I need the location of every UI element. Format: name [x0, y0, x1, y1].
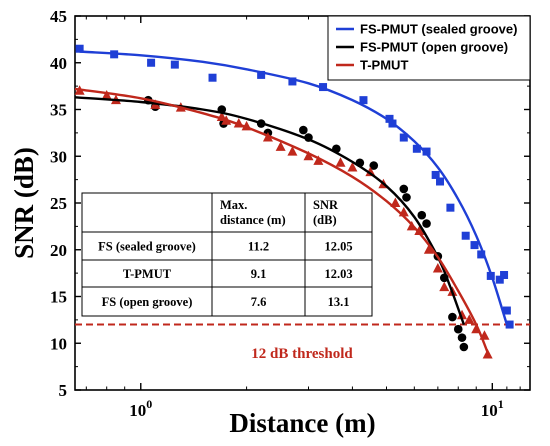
data-point-triangle	[275, 141, 286, 151]
data-point-circle	[299, 125, 308, 135]
table-header-cell: (dB)	[313, 213, 337, 227]
y-tick-label: 45	[50, 7, 67, 26]
data-point-triangle	[482, 348, 493, 359]
legend-label-triangle: T-PMUT	[360, 58, 408, 73]
data-point-circle	[417, 210, 427, 220]
data-point-circle	[402, 193, 411, 202]
legend-label-square: FS-PMUT (sealed groove)	[360, 22, 517, 37]
table-header-cell: SNR	[313, 198, 339, 212]
table-cell: FS (sealed groove)	[98, 240, 196, 254]
data-point-square	[470, 241, 479, 250]
threshold-label: 12 dB threshold	[251, 346, 353, 362]
y-tick-label: 35	[50, 101, 67, 120]
data-point-square	[147, 58, 156, 67]
y-tick-label: 15	[50, 288, 67, 307]
fit-line-triangle	[74, 87, 489, 354]
data-point-square	[412, 144, 421, 153]
y-tick-label: 30	[50, 147, 67, 166]
y-tick-label: 5	[59, 381, 68, 400]
table-frame	[81, 192, 373, 317]
data-point-triangle	[464, 314, 475, 324]
table-cell: 11.2	[248, 240, 269, 254]
table-header-cell: Max.	[220, 198, 247, 212]
summary-table: Max.distance (m) SNR(dB) FS (sealed groove…	[81, 192, 373, 317]
table-cell: FS (open groove)	[102, 295, 193, 309]
legend: FS-PMUT (sealed groove) FS-PMUT (open gro…	[327, 15, 531, 81]
table-cell: T-PMUT	[123, 267, 172, 281]
x-tick-label: 101	[481, 397, 504, 420]
fit-line-square	[79, 50, 509, 325]
data-point-circle	[448, 312, 457, 322]
data-point-circle	[422, 219, 431, 228]
y-tick-label: 10	[50, 334, 67, 353]
data-point-triangle	[347, 161, 358, 172]
table-cell: 9.1	[251, 267, 267, 281]
data-point-square	[75, 44, 84, 53]
data-point-triangle	[457, 309, 468, 320]
data-point-square	[359, 96, 368, 105]
data-point-circle	[453, 324, 463, 334]
data-point-circle	[369, 161, 379, 170]
data-point-square	[500, 270, 509, 279]
table-cell: 12.03	[324, 267, 352, 281]
table-cell: 13.1	[328, 295, 350, 309]
data-point-triangle	[303, 150, 314, 161]
data-point-square	[505, 320, 514, 329]
data-point-triangle	[423, 244, 434, 254]
data-point-square	[288, 77, 297, 86]
table-cell: 7.6	[251, 295, 267, 309]
data-point-square	[477, 250, 486, 259]
data-point-triangle	[313, 155, 324, 165]
data-point-square	[385, 114, 394, 123]
data-point-triangle	[439, 281, 450, 292]
x-axis-title: Distance (m)	[229, 408, 375, 438]
data-point-circle	[459, 342, 469, 352]
data-point-square	[495, 275, 504, 284]
data-point-square	[446, 203, 455, 212]
data-point-triangle	[432, 262, 443, 273]
data-point-circle	[457, 333, 467, 342]
data-point-triangle	[414, 225, 425, 236]
y-axis-title: SNR (dB)	[9, 147, 39, 259]
data-point-square	[170, 60, 179, 69]
legend-label-circle: FS-PMUT (open groove)	[360, 40, 508, 55]
y-tick-label: 40	[50, 54, 67, 73]
data-point-triangle	[101, 89, 112, 100]
data-point-square	[502, 306, 511, 315]
data-point-square	[257, 70, 266, 79]
table-cell: 12.05	[324, 240, 352, 254]
data-point-triangle	[335, 157, 346, 167]
data-point-square	[422, 147, 431, 156]
data-point-square	[431, 170, 440, 179]
data-point-square	[208, 73, 217, 82]
data-point-triangle	[365, 166, 376, 177]
legend-box	[327, 15, 531, 81]
data-point-square	[436, 177, 445, 186]
data-point-triangle	[390, 197, 401, 207]
data-point-square	[399, 133, 408, 142]
data-point-circle	[399, 184, 409, 194]
data-point-square	[461, 231, 470, 240]
table-header-cell: distance (m)	[220, 213, 286, 227]
x-tick-label: 100	[129, 397, 152, 420]
y-tick-label: 20	[50, 241, 67, 260]
data-point-triangle	[287, 146, 298, 156]
y-tick-label: 25	[50, 194, 67, 213]
